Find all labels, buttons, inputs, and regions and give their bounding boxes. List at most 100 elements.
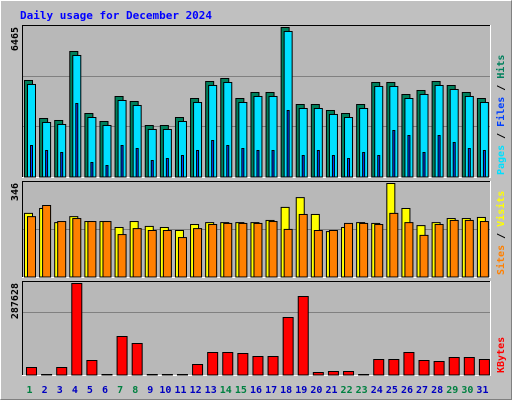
x-tick-label: 11 (174, 385, 186, 396)
x-tick-label: 27 (416, 385, 428, 396)
bar (328, 230, 338, 278)
bar (27, 216, 36, 278)
bar (343, 371, 355, 376)
legend: Pages / Files / Hits (495, 55, 507, 175)
bar (162, 230, 172, 278)
bar (223, 222, 233, 278)
bar (433, 361, 445, 376)
bar (165, 157, 169, 178)
bar (389, 212, 399, 278)
bar (463, 357, 475, 376)
bar (448, 357, 460, 376)
bar (316, 149, 320, 178)
bar (418, 360, 430, 376)
legend-entry: Sites (495, 245, 507, 275)
bar (404, 222, 414, 278)
bar (57, 221, 67, 278)
bar (283, 228, 293, 278)
legend: Sites / Visits (495, 191, 507, 275)
bar (192, 364, 204, 376)
x-tick-label: 9 (147, 385, 153, 396)
x-tick-label: 18 (280, 385, 292, 396)
bar (238, 222, 248, 278)
bar (478, 359, 490, 376)
y-max-label: 6465 (10, 27, 21, 51)
bar (196, 149, 200, 178)
bar (45, 149, 49, 178)
bar (373, 359, 385, 376)
x-tick-label: 21 (325, 385, 337, 396)
plot-edge-dark (22, 281, 490, 375)
y-max-label: 346 (10, 183, 21, 201)
legend-entry: Pages (496, 145, 507, 175)
x-tick-label: 1 (27, 385, 33, 396)
x-tick-label: 29 (446, 385, 458, 396)
chart-title: Daily usage for December 2024 (20, 9, 212, 22)
x-tick-label: 6 (102, 385, 108, 396)
bar (135, 147, 139, 178)
bar (87, 221, 97, 278)
x-tick-label: 24 (371, 385, 383, 396)
x-tick-label: 10 (159, 385, 171, 396)
x-tick-label: 26 (401, 385, 413, 396)
bar (193, 228, 203, 278)
bar (449, 219, 459, 278)
bar (268, 221, 278, 278)
bar (271, 149, 275, 178)
bar (298, 213, 308, 278)
x-tick-label: 14 (220, 385, 232, 396)
bar (222, 352, 234, 376)
bar (86, 360, 98, 376)
x-tick-label: 20 (310, 385, 322, 396)
bar (150, 159, 154, 178)
bar (211, 139, 215, 178)
plot-edge-light (22, 281, 491, 376)
bar (237, 353, 249, 376)
bar (56, 367, 68, 376)
bar (359, 222, 369, 278)
bar (116, 336, 128, 376)
y-max-label: 287628 (10, 283, 21, 319)
legend-separator: / (496, 79, 507, 97)
bar (407, 135, 411, 178)
bar (482, 149, 486, 178)
bar (42, 205, 52, 278)
x-tick-label: 22 (341, 385, 353, 396)
x-tick-label: 19 (295, 385, 307, 396)
x-tick-label: 25 (386, 385, 398, 396)
bar (344, 222, 354, 278)
bar (105, 165, 109, 178)
x-tick-label: 23 (356, 385, 368, 396)
legend-separator: / (496, 227, 507, 245)
x-tick-label: 5 (87, 385, 93, 396)
bar (60, 151, 64, 178)
bar (434, 224, 444, 278)
bar (241, 147, 245, 178)
bar (207, 352, 219, 376)
x-tick-label: 2 (42, 385, 48, 396)
bar (177, 237, 187, 278)
x-tick-label: 16 (250, 385, 262, 396)
bar (26, 367, 37, 376)
x-tick-label: 3 (57, 385, 63, 396)
bar (312, 372, 324, 376)
bar (72, 218, 82, 278)
bar (132, 228, 142, 278)
bar (419, 234, 429, 278)
bar (377, 155, 381, 178)
legend-entry: Visits (495, 191, 507, 227)
plot-edge-dark (22, 181, 490, 277)
bar (147, 230, 157, 278)
bar (252, 356, 264, 376)
bar (256, 149, 260, 178)
bar (282, 317, 294, 376)
bar (452, 141, 456, 178)
x-tick-label: 31 (476, 385, 488, 396)
bar (75, 103, 79, 178)
bar (102, 221, 112, 278)
plot-edge-dark (22, 25, 490, 177)
bar (301, 155, 305, 178)
bar (392, 129, 396, 178)
